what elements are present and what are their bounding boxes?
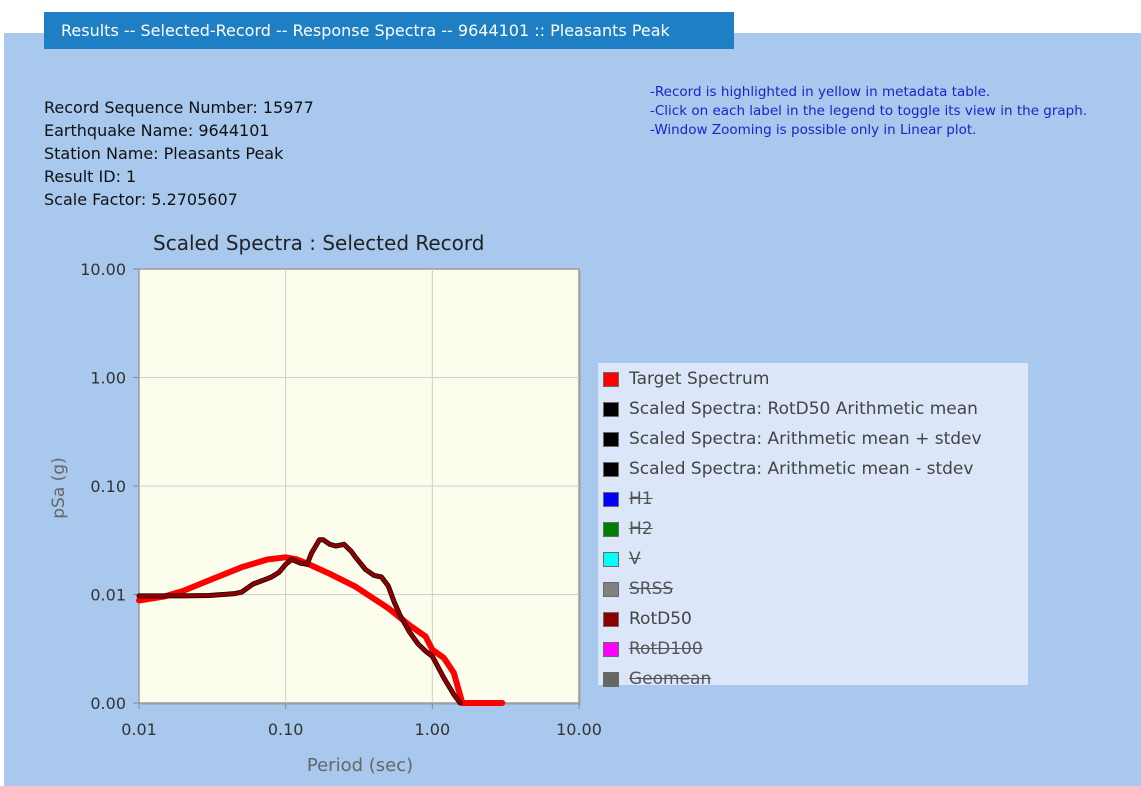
note-legend-toggle: -Click on each label in the legend to to… xyxy=(650,103,1088,119)
record-metadata: Record Sequence Number: 15977 Earthquake… xyxy=(44,96,314,211)
legend-swatch xyxy=(603,551,619,567)
legend-item-rotd50[interactable]: RotD50 xyxy=(598,604,1028,634)
legend-swatch xyxy=(603,371,619,387)
series-line-target-spectrum xyxy=(136,554,506,706)
legend-swatch xyxy=(603,461,619,477)
legend-swatch xyxy=(603,521,619,537)
y-tick-label: 0.10 xyxy=(90,477,126,496)
x-axis-label: Period (sec) xyxy=(307,755,413,776)
legend-label: V xyxy=(629,549,641,569)
station-name: Station Name: Pleasants Peak xyxy=(44,144,284,163)
legend-item-geomean[interactable]: Geomean xyxy=(598,664,1028,694)
legend-item-v[interactable]: V xyxy=(598,544,1028,574)
legend-swatch xyxy=(603,611,619,627)
legend-item-h1[interactable]: H1 xyxy=(598,484,1028,514)
note-zooming: -Window Zooming is possible only in Line… xyxy=(650,122,977,138)
y-tick-label: 10.00 xyxy=(80,260,126,279)
legend-label: H2 xyxy=(629,519,653,539)
legend-item-rotd100[interactable]: RotD100 xyxy=(598,634,1028,664)
y-tick-label: 0.01 xyxy=(90,586,126,605)
earthquake-name: Earthquake Name: 9644101 xyxy=(44,121,270,140)
legend-item-srss[interactable]: SRSS xyxy=(598,574,1028,604)
result-id: Result ID: 1 xyxy=(44,167,137,186)
legend-label: Target Spectrum xyxy=(629,369,770,389)
legend-swatch xyxy=(603,431,619,447)
legend-label: Scaled Spectra: RotD50 Arithmetic mean xyxy=(629,399,978,419)
legend-item-scaled-spectra-arithmetic-mean-stdev[interactable]: Scaled Spectra: Arithmetic mean + stdev xyxy=(598,424,1028,454)
legend-label: Scaled Spectra: Arithmetic mean + stdev xyxy=(629,429,982,449)
chart-title: Scaled Spectra : Selected Record xyxy=(153,231,484,255)
y-tick-label: 0.00 xyxy=(90,694,126,713)
legend-label: Geomean xyxy=(629,669,712,689)
x-tick-label: 10.00 xyxy=(556,720,602,739)
legend-label: RotD50 xyxy=(629,609,692,629)
legend-swatch xyxy=(603,671,619,687)
chart-legend: Target Spectrum Scaled Spectra: RotD50 Ar… xyxy=(598,363,1028,689)
x-tick-label: 1.00 xyxy=(415,720,451,739)
results-title-tab: Results -- Selected-Record -- Response S… xyxy=(44,12,734,49)
legend-label: SRSS xyxy=(629,579,674,599)
legend-swatch xyxy=(603,491,619,507)
record-sequence-number: Record Sequence Number: 15977 xyxy=(44,98,314,117)
legend-swatch xyxy=(603,401,619,417)
help-notes: -Record is highlighted in yellow in meta… xyxy=(650,83,1087,140)
x-tick-label: 0.01 xyxy=(121,720,157,739)
legend-item-scaled-spectra-rotd50-arithmetic-mean[interactable]: Scaled Spectra: RotD50 Arithmetic mean xyxy=(598,394,1028,424)
legend-label: RotD100 xyxy=(629,639,703,659)
legend-swatch xyxy=(603,581,619,597)
legend-label: H1 xyxy=(629,489,653,509)
legend-swatch xyxy=(603,641,619,657)
legend-label: Scaled Spectra: Arithmetic mean - stdev xyxy=(629,459,974,479)
legend-item-target-spectrum[interactable]: Target Spectrum xyxy=(598,364,1028,394)
scale-factor: Scale Factor: 5.2705607 xyxy=(44,190,238,209)
x-tick-label: 0.10 xyxy=(268,720,304,739)
y-axis-label: pSa (g) xyxy=(49,457,69,518)
legend-item-scaled-spectra-arithmetic-mean-stdev[interactable]: Scaled Spectra: Arithmetic mean - stdev xyxy=(598,454,1028,484)
y-tick-label: 1.00 xyxy=(90,369,126,388)
legend-item-h2[interactable]: H2 xyxy=(598,514,1028,544)
series-line-rotd50 xyxy=(137,537,462,705)
note-highlight: -Record is highlighted in yellow in meta… xyxy=(650,84,991,100)
